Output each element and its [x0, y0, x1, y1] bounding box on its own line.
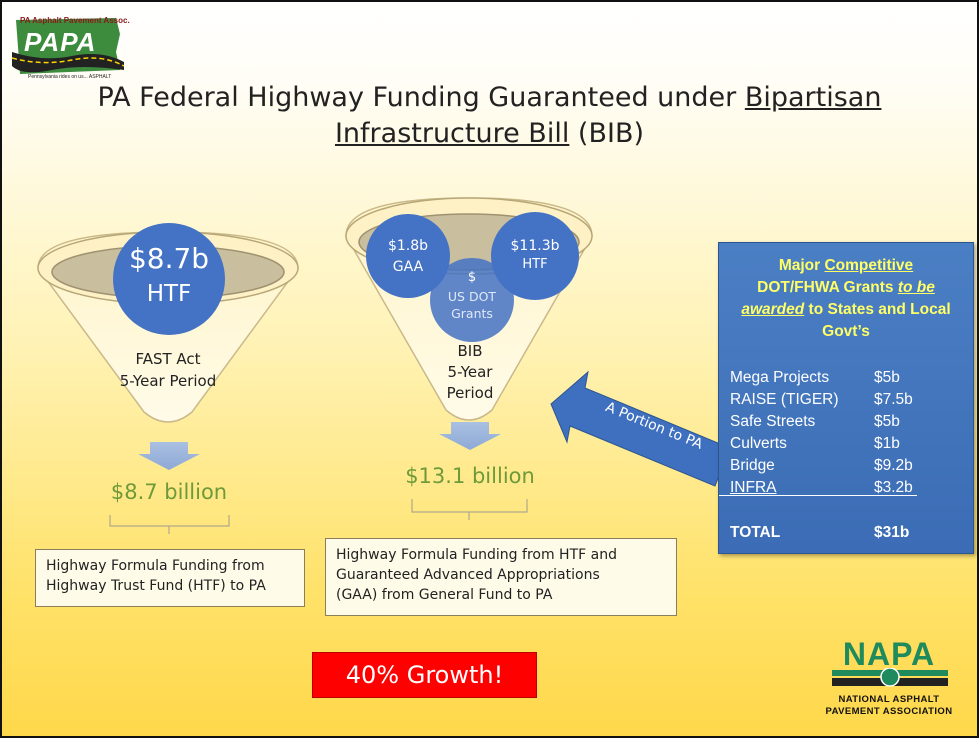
- grants-head-to-be: to be: [897, 279, 935, 296]
- grants-total-label: TOTAL: [730, 524, 781, 541]
- bib-dot-amount: $: [467, 270, 477, 285]
- grant-amount: $1b: [874, 435, 900, 452]
- papa-org-text: PA Asphalt Pavement Assoc.: [20, 16, 130, 25]
- grant-name: Safe Streets: [730, 413, 816, 430]
- grant-amount: $3.2b: [874, 479, 913, 496]
- grants-head-line2: DOT/FHWA Grants: [757, 279, 898, 296]
- grant-name: Culverts: [730, 435, 787, 452]
- fast-circle-amount: $8.7b: [128, 242, 210, 275]
- grant-row: INFRA $3.2b: [730, 479, 930, 497]
- fast-brace: [109, 515, 230, 534]
- napa-road-graphic: [832, 668, 948, 687]
- grants-head-awarded: awarded: [741, 301, 805, 318]
- bib-htf-circle: [491, 212, 579, 300]
- grants-underline: [719, 495, 917, 496]
- title-line1-underlined: Bipartisan: [744, 82, 882, 113]
- bib-period-line2: 5-Year: [447, 363, 493, 381]
- grants-head-line3: to States and Local: [804, 301, 951, 318]
- bib-period-line3: Period: [446, 384, 494, 402]
- bib-period-line1: BIB: [457, 342, 483, 360]
- bib-gaa-amount: $1.8b: [387, 238, 429, 254]
- fast-period-line1: FAST Act: [135, 350, 201, 368]
- papa-logo: PA Asphalt Pavement Assoc. PAPA Pennsylv…: [11, 12, 130, 84]
- napa-line2: PAVEMENT ASSOCIATION: [825, 706, 953, 717]
- bib-dot-label1: US DOT: [447, 289, 497, 304]
- grant-name: RAISE (TIGER): [730, 391, 839, 408]
- bib-dot-label2: Grants: [451, 306, 493, 321]
- papa-mark: PAPA: [24, 27, 97, 57]
- grant-name: INFRA: [730, 479, 777, 496]
- bib-brace: [411, 499, 528, 520]
- bib-note: Highway Formula Funding from HTF and Gua…: [325, 538, 677, 616]
- bib-htf-label: HTF: [522, 257, 548, 272]
- grants-heading: Major Competitive DOT/FHWA Grants to be …: [719, 255, 973, 343]
- fast-total: $8.7 billion: [110, 480, 228, 504]
- bib-dot-circle: [430, 258, 514, 342]
- grant-row: RAISE (TIGER) $7.5b: [730, 391, 930, 409]
- grants-head-major: Major: [778, 257, 825, 274]
- grants-total-amount: $31b: [874, 524, 910, 541]
- bib-note-line1: Highway Formula Funding from HTF and: [336, 547, 617, 563]
- fast-note: Highway Formula Funding from Highway Tru…: [35, 549, 305, 607]
- fast-period-line2: 5-Year Period: [119, 372, 217, 390]
- grant-row: Culverts $1b: [730, 435, 930, 453]
- napa-logo: NAPA NATIONAL ASPHALT PAVEMENT ASSOCIATI…: [814, 636, 964, 728]
- bib-gaa-label: GAA: [392, 259, 424, 275]
- bib-note-line2: Guaranteed Advanced Appropriations: [336, 567, 600, 583]
- funnel-fast: [37, 223, 299, 534]
- title-line1-plain: PA Federal Highway Funding Guaranteed un…: [97, 82, 745, 113]
- grants-head-line4: Govt’s: [822, 323, 870, 340]
- grants-head-competitive: Competitive: [824, 257, 914, 274]
- title-line2-plain: (BIB): [569, 118, 645, 149]
- grant-row: Mega Projects $5b: [730, 369, 930, 387]
- title-line2-underlined: Infrastructure Bill: [334, 118, 570, 149]
- grant-row: Safe Streets $5b: [730, 413, 930, 431]
- bib-down-arrow: [439, 422, 501, 450]
- fast-note-line1: Highway Formula Funding from: [46, 558, 265, 574]
- bib-htf-amount: $11.3b: [510, 238, 560, 254]
- napa-mark: NAPA: [842, 636, 936, 672]
- fast-down-arrow: [138, 442, 200, 470]
- papa-tagline: Pennsylvania rides on us... ASPHALT: [28, 74, 112, 80]
- grants-total-row: TOTAL $31b: [730, 524, 930, 542]
- grant-name: Mega Projects: [730, 369, 830, 386]
- fast-note-line2: Highway Trust Fund (HTF) to PA: [46, 578, 266, 594]
- grant-amount: $5b: [874, 413, 900, 430]
- bib-total: $13.1 billion: [405, 464, 535, 488]
- papa-logo-graphic: [11, 18, 125, 74]
- grant-amount: $5b: [874, 369, 900, 386]
- grant-name: Bridge: [730, 457, 775, 474]
- grant-row: Bridge $9.2b: [730, 457, 930, 475]
- fast-circle-label: HTF: [146, 281, 192, 307]
- growth-banner: 40% Growth!: [312, 652, 537, 698]
- bib-note-line3: (GAA) from General Fund to PA: [336, 587, 553, 603]
- fast-htf-circle: [113, 223, 225, 335]
- grants-panel: Major Competitive DOT/FHWA Grants to be …: [718, 242, 974, 554]
- grant-amount: $7.5b: [874, 391, 913, 408]
- grant-amount: $9.2b: [874, 457, 913, 474]
- funnel-bib: [345, 197, 593, 520]
- bib-gaa-circle: [366, 214, 450, 298]
- napa-line1: NATIONAL ASPHALT: [838, 694, 940, 705]
- slide-title: PA Federal Highway Funding Guaranteed un…: [2, 80, 977, 152]
